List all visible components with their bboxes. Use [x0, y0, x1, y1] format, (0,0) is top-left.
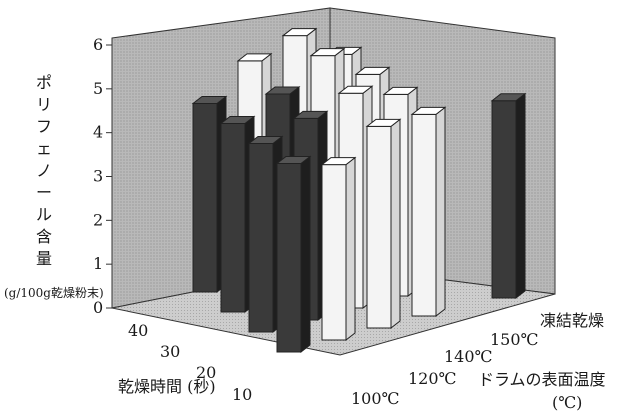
bar-top-face — [490, 93, 527, 102]
time-axis-ticks: 10 20 30 40 — [128, 321, 252, 404]
y-axis-ticks: 0 1 2 3 4 5 6 — [93, 35, 112, 317]
drum-axis-unit: (℃) — [552, 393, 582, 412]
bar-top-face — [236, 53, 273, 62]
bar-front-face — [220, 123, 246, 313]
bar-top-face — [365, 118, 402, 127]
bar — [490, 92, 527, 300]
temp-tick-label: 100℃ — [351, 389, 399, 408]
bar-side-face — [435, 106, 446, 318]
y-label-char: 量 — [36, 249, 52, 268]
y-tick-label: 0 — [93, 298, 103, 317]
bar-front-face — [192, 103, 218, 293]
bar-top-face — [320, 157, 357, 166]
y-label-char: ー — [36, 183, 52, 202]
bar-top-face — [219, 116, 256, 125]
bar — [320, 156, 357, 342]
bar-top-face — [281, 28, 318, 37]
bar-front-face — [411, 113, 437, 317]
bar-top-face — [247, 136, 284, 145]
y-tick-label: 4 — [93, 123, 103, 142]
temp-tick-label: 凍結乾燥 — [540, 311, 604, 330]
bar-top-face — [292, 110, 329, 119]
temp-tick-label: 120℃ — [408, 369, 456, 388]
bar-front-face — [366, 125, 392, 329]
bar-side-face — [390, 118, 401, 330]
bar — [365, 118, 402, 330]
y-tick-label: 1 — [93, 254, 103, 273]
bar-top-face — [309, 48, 346, 57]
y-tick-label: 5 — [93, 79, 103, 98]
bar-front-face — [276, 163, 302, 353]
time-tick-label: 40 — [128, 321, 148, 340]
bar-top-face — [264, 86, 301, 95]
bar-top-face — [354, 66, 391, 75]
bar — [410, 106, 447, 318]
temp-tick-label: 140℃ — [444, 347, 492, 366]
y-label-char: 含 — [36, 227, 52, 246]
time-axis-label: 乾燥時間 (秒) — [118, 377, 216, 396]
bar-top-face — [191, 96, 228, 105]
y-tick-label: 2 — [93, 210, 103, 229]
bar-front-face — [321, 164, 347, 341]
y-label-char: フ — [36, 117, 52, 136]
y-axis-unit: (g/100g乾燥粉末) — [4, 286, 104, 300]
y-tick-label: 6 — [93, 35, 103, 54]
bar-top-face — [410, 106, 447, 115]
bar-front-face — [248, 143, 274, 333]
bar-top-face — [337, 85, 374, 94]
bar-top-face — [275, 156, 312, 165]
bar-side-face — [515, 92, 526, 300]
bar-side-face — [300, 155, 311, 354]
time-tick-label: 20 — [196, 363, 216, 382]
temp-tick-label: 150℃ — [490, 330, 538, 349]
drum-axis-label: ドラムの表面温度 — [478, 370, 606, 389]
bar — [275, 155, 312, 354]
y-tick-label: 3 — [93, 167, 103, 186]
bars-group — [191, 27, 527, 354]
y-label-char: ル — [36, 205, 52, 224]
y-label-char: リ — [36, 95, 52, 114]
bar-side-face — [345, 156, 356, 342]
time-tick-label: 30 — [160, 342, 180, 361]
bar-front-face — [491, 100, 517, 299]
y-label-char: ェ — [36, 139, 52, 158]
time-tick-label: 10 — [232, 385, 252, 404]
y-label-char: ポ — [36, 73, 52, 92]
y-label-char: ノ — [36, 161, 52, 180]
bar-top-face — [382, 86, 419, 95]
